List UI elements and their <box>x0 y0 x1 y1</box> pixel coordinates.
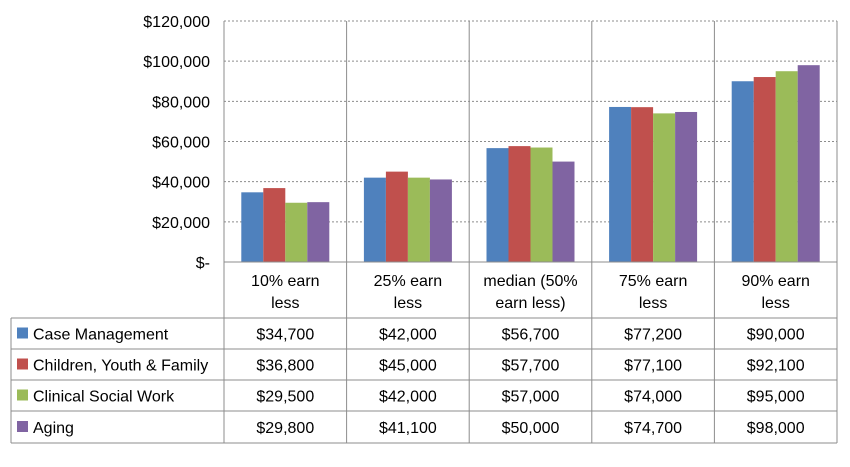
bar <box>753 77 776 262</box>
data-label: $42,000 <box>379 389 437 406</box>
bar <box>429 179 452 262</box>
bar <box>609 106 632 262</box>
bar <box>407 177 430 262</box>
bar <box>552 161 575 262</box>
category-label: 25% earn <box>374 273 443 290</box>
data-label: $90,000 <box>747 327 805 344</box>
bar <box>241 192 264 262</box>
bar <box>285 202 308 262</box>
category-label: less <box>394 295 422 312</box>
data-label: $57,000 <box>502 389 560 406</box>
data-label: $50,000 <box>502 420 560 437</box>
series-name: Case Management <box>33 327 169 344</box>
legend-key <box>17 327 28 339</box>
data-label: $36,800 <box>256 358 314 375</box>
data-label: $98,000 <box>747 420 805 437</box>
y-tick-label: $60,000 <box>152 135 210 152</box>
data-label: $74,000 <box>624 389 682 406</box>
data-label: $41,100 <box>379 420 437 437</box>
bar <box>797 65 820 262</box>
category-label: median (50% <box>483 273 577 290</box>
data-label: $42,000 <box>379 327 437 344</box>
bar <box>363 177 386 262</box>
category-label: earn less) <box>495 295 565 312</box>
category-label: less <box>639 295 667 312</box>
bar <box>631 107 654 262</box>
y-tick-label: $20,000 <box>152 215 210 232</box>
bars <box>241 65 820 262</box>
category-label: 90% earn <box>741 273 810 290</box>
bar <box>675 111 698 262</box>
data-label: $74,700 <box>624 420 682 437</box>
data-label: $92,100 <box>747 358 805 375</box>
y-tick-label: $- <box>196 255 210 272</box>
data-label: $45,000 <box>379 358 437 375</box>
legend-key <box>17 358 28 370</box>
bar <box>653 113 676 262</box>
y-tick-label: $120,000 <box>143 14 210 31</box>
data-label: $77,200 <box>624 327 682 344</box>
category-label: 75% earn <box>619 273 688 290</box>
bar <box>731 81 754 262</box>
bar <box>486 148 509 262</box>
bar <box>508 146 531 262</box>
bar <box>385 171 408 262</box>
legend-key <box>17 421 28 432</box>
data-label: $34,700 <box>256 327 314 344</box>
series-name: Clinical Social Work <box>33 389 175 406</box>
category-label: less <box>761 295 789 312</box>
bar <box>775 71 798 262</box>
data-label: $57,700 <box>502 358 560 375</box>
y-tick-label: $40,000 <box>152 175 210 192</box>
series-name: Aging <box>33 420 74 437</box>
bar <box>307 202 330 262</box>
data-label: $29,800 <box>256 420 314 437</box>
data-label: $56,700 <box>502 327 560 344</box>
data-table: 10% earn less 25% earn less median (50% earn … <box>10 21 838 444</box>
data-label: $95,000 <box>747 389 805 406</box>
bar <box>263 188 286 262</box>
y-tick-label: $80,000 <box>152 94 210 111</box>
data-label: $29,500 <box>256 389 314 406</box>
y-tick-label: $100,000 <box>143 54 210 71</box>
data-label: $77,100 <box>624 358 682 375</box>
bar <box>530 147 553 262</box>
series-name: Children, Youth & Family <box>33 358 208 375</box>
y-axis: $- $20,000 $40,000 $60,000 $80,000 $100,000 $1… <box>143 14 225 443</box>
category-label: less <box>271 295 299 312</box>
legend-key <box>17 389 28 401</box>
category-label: 10% earn <box>251 273 320 290</box>
